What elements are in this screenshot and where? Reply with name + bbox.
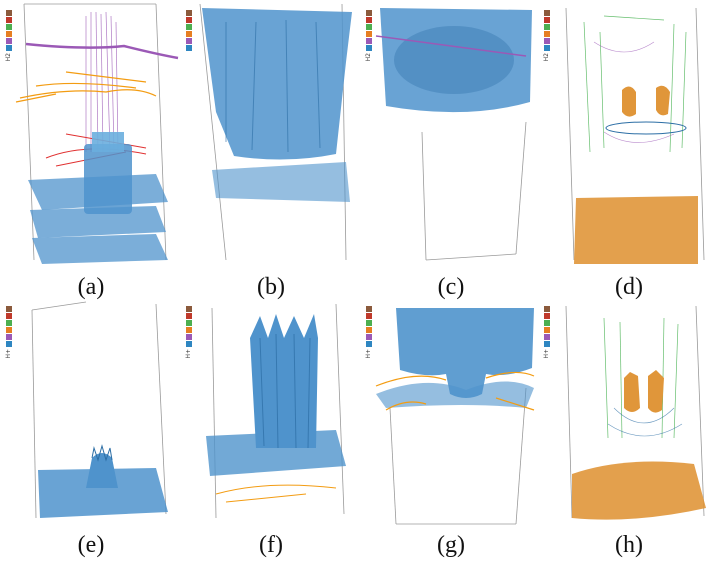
legend-swatch [6,313,12,319]
panel-a-render [15,3,179,264]
legend-swatch [6,31,12,37]
caption-d: (d) [615,274,643,300]
caption-a: (a) [77,274,105,300]
legend-label: H+ [543,349,550,359]
panel-h-render [565,305,706,520]
legend-swatch [186,10,192,16]
legend-label: H+ [365,349,372,359]
legend-swatch [6,45,12,51]
legend-swatch [544,341,550,347]
legend-swatch [186,334,192,340]
legend-swatch [366,306,372,312]
panel-g: H+ [365,298,536,560]
panel-d-legend: H2 [543,10,554,62]
legend-label: H2 [365,53,372,62]
caption-c: (c) [437,274,465,300]
legend-swatch [366,45,372,51]
legend-swatch [186,31,192,37]
legend-swatch [544,313,550,319]
legend-swatch [366,341,372,347]
panel-g-render [375,308,535,525]
legend-swatch [6,320,12,326]
caption-h: (h) [615,532,643,558]
legend-swatch [544,10,550,16]
panel-f-legend: H+ [185,306,196,359]
legend-swatch [544,334,550,340]
panel-b [186,2,356,264]
panel-c-legend: H2 [365,10,376,62]
legend-swatch [366,327,372,333]
legend-swatch [544,17,550,23]
legend-swatch [366,17,372,23]
legend-swatch [366,31,372,37]
legend-label: H2 [5,53,12,62]
legend-label: H+ [185,349,192,359]
legend-swatch [544,320,550,326]
legend-swatch [6,327,12,333]
legend-swatch [366,10,372,16]
legend-swatch [186,320,192,326]
panel-c: H2 [365,2,536,264]
legend-swatch [544,306,550,312]
legend-swatch [6,334,12,340]
legend-swatch [366,38,372,44]
legend-label: H+ [5,349,12,359]
legend-swatch [186,45,192,51]
legend-swatch [366,24,372,30]
panel-e-render [31,301,168,519]
legend-swatch [366,313,372,319]
legend-swatch [186,341,192,347]
legend-swatch [6,341,12,347]
caption-f: (f) [259,532,283,558]
legend-swatch [186,306,192,312]
legend-swatch [186,17,192,23]
panel-a: H2 [5,2,179,264]
legend-swatch [6,10,12,16]
legend-swatch [186,327,192,333]
legend-swatch [186,313,192,319]
legend-swatch [6,38,12,44]
legend-swatch [6,306,12,312]
panel-h: H+ [543,298,714,560]
panel-d: H2 [543,2,714,264]
legend-swatch [544,327,550,333]
legend-swatch [366,334,372,340]
legend-swatch [544,45,550,51]
panel-c-render [375,8,532,261]
panel-h-legend: H+ [543,306,554,359]
panel-a-legend: H2 [5,10,16,62]
legend-swatch [366,320,372,326]
legend-swatch [544,31,550,37]
legend-swatch [544,38,550,44]
legend-label: H2 [543,53,550,62]
caption-e: (e) [77,532,105,558]
legend-swatch [544,24,550,30]
legend-swatch [186,38,192,44]
panel-b-render [199,3,352,261]
panel-g-legend: H+ [365,306,376,359]
panel-b-legend [186,10,196,53]
panel-f-render [206,303,346,519]
legend-swatch [6,17,12,23]
legend-swatch [6,24,12,30]
legend-swatch [186,24,192,30]
panel-d-render [565,7,705,264]
panel-f: H+ [185,298,356,560]
caption-b: (b) [257,274,285,300]
panel-e: H+ [5,298,176,560]
caption-g: (g) [437,532,465,558]
panel-e-legend: H+ [5,306,16,359]
